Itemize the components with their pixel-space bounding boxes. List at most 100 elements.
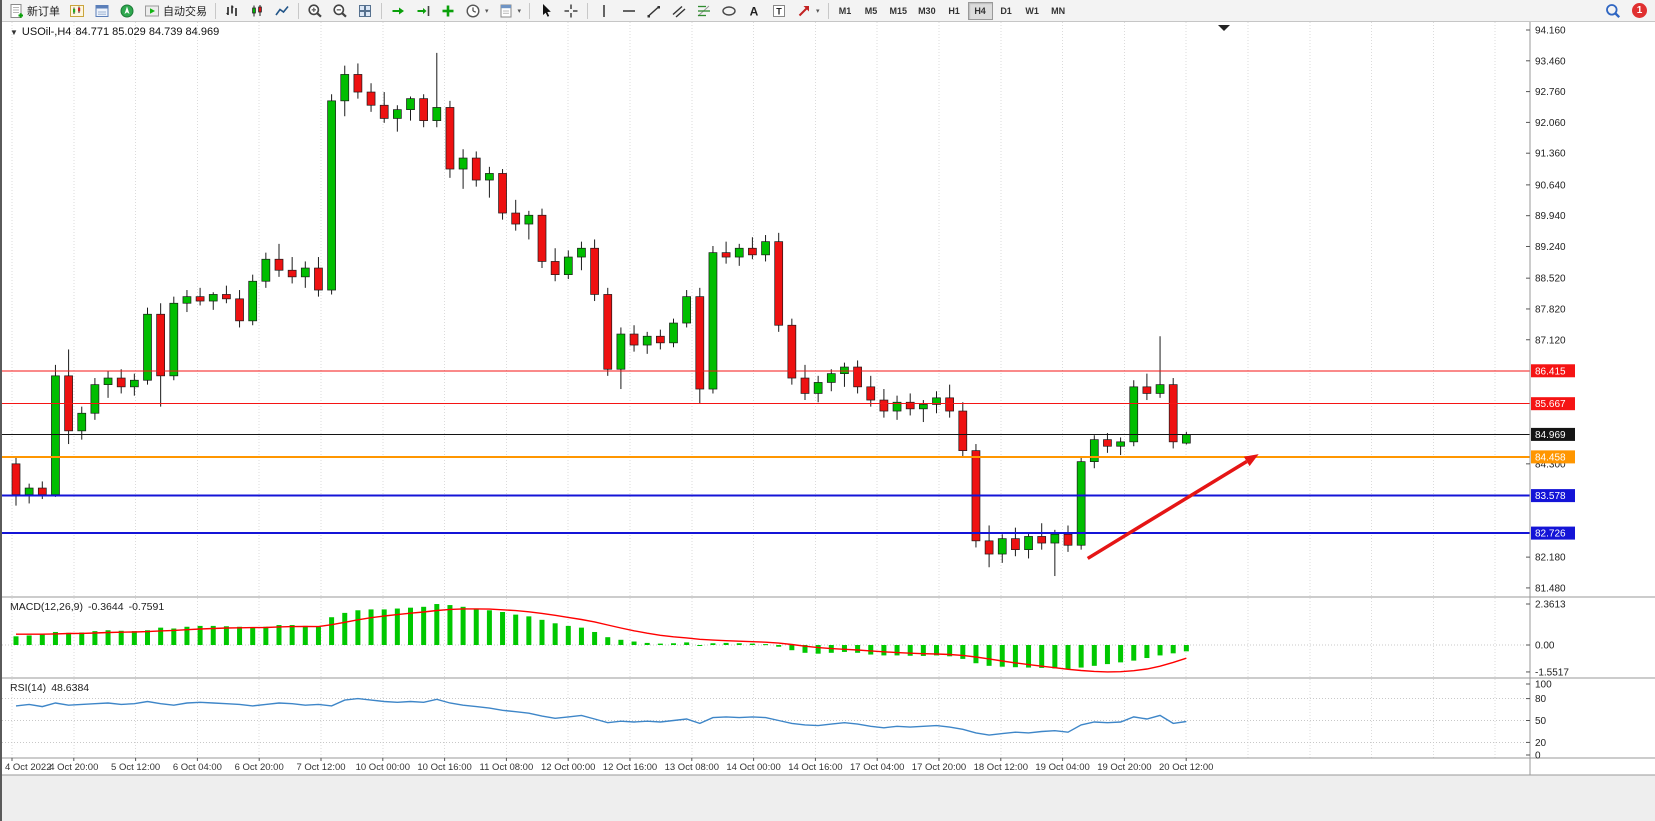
svg-text:17 Oct 20:00: 17 Oct 20:00 [912,762,966,773]
svg-text:20: 20 [1535,738,1547,749]
new-chart-button[interactable] [65,1,89,21]
line-chart-button[interactable] [270,1,294,21]
candlestick-chart-icon [249,3,265,19]
svg-text:14 Oct 00:00: 14 Oct 00:00 [726,762,780,773]
svg-text:0.00: 0.00 [1535,641,1555,652]
trend-arrow[interactable] [1086,454,1259,560]
svg-text:7 Oct 12:00: 7 Oct 12:00 [296,762,345,773]
new-order-icon [8,3,24,19]
periods-button[interactable]: ▾ [461,1,493,21]
panel-borders[interactable] [2,22,1655,776]
macd-axis: 2.3613 0.00 -1.5517 [1526,600,1569,678]
fibonacci-button[interactable] [692,1,716,21]
trend-line-button[interactable] [642,1,666,21]
svg-text:84.300: 84.300 [1535,459,1566,470]
svg-text:10 Oct 00:00: 10 Oct 00:00 [356,762,410,773]
bar-chart-icon [224,3,240,19]
zoom-in-button[interactable] [303,1,327,21]
chart-shift-marker-icon[interactable] [1218,25,1230,31]
timeframe-w1-button[interactable]: W1 [1020,2,1045,20]
price-level-label: 84.969 [1531,427,1575,441]
chart-area[interactable]: 94.160 93.460 92.760 92.060 91.360 90.640 89.9… [2,22,1655,821]
indicators-button[interactable] [436,1,460,21]
timeframe-h4-button[interactable]: H4 [967,1,993,20]
templates-button[interactable]: ▾ [494,1,526,21]
svg-text:-1.5517: -1.5517 [1535,667,1569,678]
toolbar-separator [298,2,299,19]
candlestick-series [11,52,1191,577]
svg-text:5 Oct 12:00: 5 Oct 12:00 [111,762,160,773]
cursor-button[interactable] [534,1,558,21]
toolbar-right-group: 1 [1601,1,1653,21]
autotrading-icon [144,3,160,19]
chart-shift-button[interactable] [411,1,435,21]
price-level-label: 85.667 [1531,397,1575,411]
timeframe-d1-button[interactable]: D1 [994,2,1019,20]
horizontal-level-lines[interactable] [2,370,1530,535]
bar-chart-button[interactable] [220,1,244,21]
svg-text:87.120: 87.120 [1535,335,1566,346]
svg-text:88.520: 88.520 [1535,274,1566,285]
arrow-tools-button[interactable]: ▾ [792,1,824,21]
navigator-button[interactable] [115,1,139,21]
svg-text:12 Oct 16:00: 12 Oct 16:00 [603,762,657,773]
timeframe-mn-button[interactable]: MN [1046,2,1071,20]
horizontal-line-button[interactable] [617,1,641,21]
zoom-out-button[interactable] [328,1,352,21]
timeframe-m30-button[interactable]: M30 [913,2,941,20]
candlestick-chart-button[interactable] [245,1,269,21]
new-chart-icon [69,3,85,19]
auto-scroll-button[interactable] [386,1,410,21]
timeframe-m5-button[interactable]: M5 [859,2,884,20]
new-order-button[interactable]: 新订单 [4,1,64,21]
autotrading-label: 自动交易 [163,5,207,18]
market-watch-icon [94,3,110,19]
svg-text:12 Oct 00:00: 12 Oct 00:00 [541,762,595,773]
chart-canvas[interactable]: 94.160 93.460 92.760 92.060 91.360 90.640 89.9… [2,22,1655,821]
toolbar-separator [827,2,829,19]
timeframe-m1-button[interactable]: M1 [833,2,858,20]
svg-text:83.578: 83.578 [1535,491,1566,502]
text-label-button[interactable]: T [767,1,791,21]
svg-text:92.060: 92.060 [1535,118,1566,129]
svg-text:80: 80 [1535,694,1547,705]
svg-text:84.969: 84.969 [1535,430,1566,441]
shapes-button[interactable] [717,1,741,21]
shapes-icon [721,3,737,19]
price-axis[interactable]: 94.160 93.460 92.760 92.060 91.360 90.640 89.9… [1526,26,1575,595]
toolbar-separator [381,2,382,19]
timeframe-m15-button[interactable]: M15 [885,2,913,20]
new-order-label: 新订单 [27,5,60,18]
toolbar-separator [215,2,216,19]
fibonacci-icon [696,3,712,19]
toolbar: 新订单 自动交易 ▾ ▾ A T ▾ [2,0,1655,22]
crosshair-button[interactable] [559,1,583,21]
svg-text:100: 100 [1535,680,1552,691]
autotrading-button[interactable]: 自动交易 [140,1,211,21]
zoom-in-icon [307,3,323,19]
svg-text:20 Oct 12:00: 20 Oct 12:00 [1159,762,1213,773]
svg-text:90.640: 90.640 [1535,180,1566,191]
channel-icon [671,3,687,19]
channel-button[interactable] [667,1,691,21]
svg-text:92.760: 92.760 [1535,87,1566,98]
notification-badge[interactable]: 1 [1632,3,1647,18]
svg-text:T: T [776,6,782,16]
vertical-line-button[interactable] [592,1,616,21]
text-button[interactable]: A [742,1,766,21]
timeframe-h1-button[interactable]: H1 [942,2,967,20]
tile-windows-button[interactable] [353,1,377,21]
svg-text:17 Oct 04:00: 17 Oct 04:00 [850,762,904,773]
price-level-label: 83.578 [1531,489,1575,503]
macd-panel [13,604,1189,673]
navigator-icon [119,3,135,19]
svg-text:89.240: 89.240 [1535,242,1566,253]
dropdown-caret-icon: ▾ [517,7,522,15]
tile-windows-icon [357,3,373,19]
search-button[interactable] [1601,1,1625,21]
dropdown-caret-icon: ▾ [485,7,489,15]
line-chart-icon [274,3,290,19]
market-watch-button[interactable] [90,1,114,21]
